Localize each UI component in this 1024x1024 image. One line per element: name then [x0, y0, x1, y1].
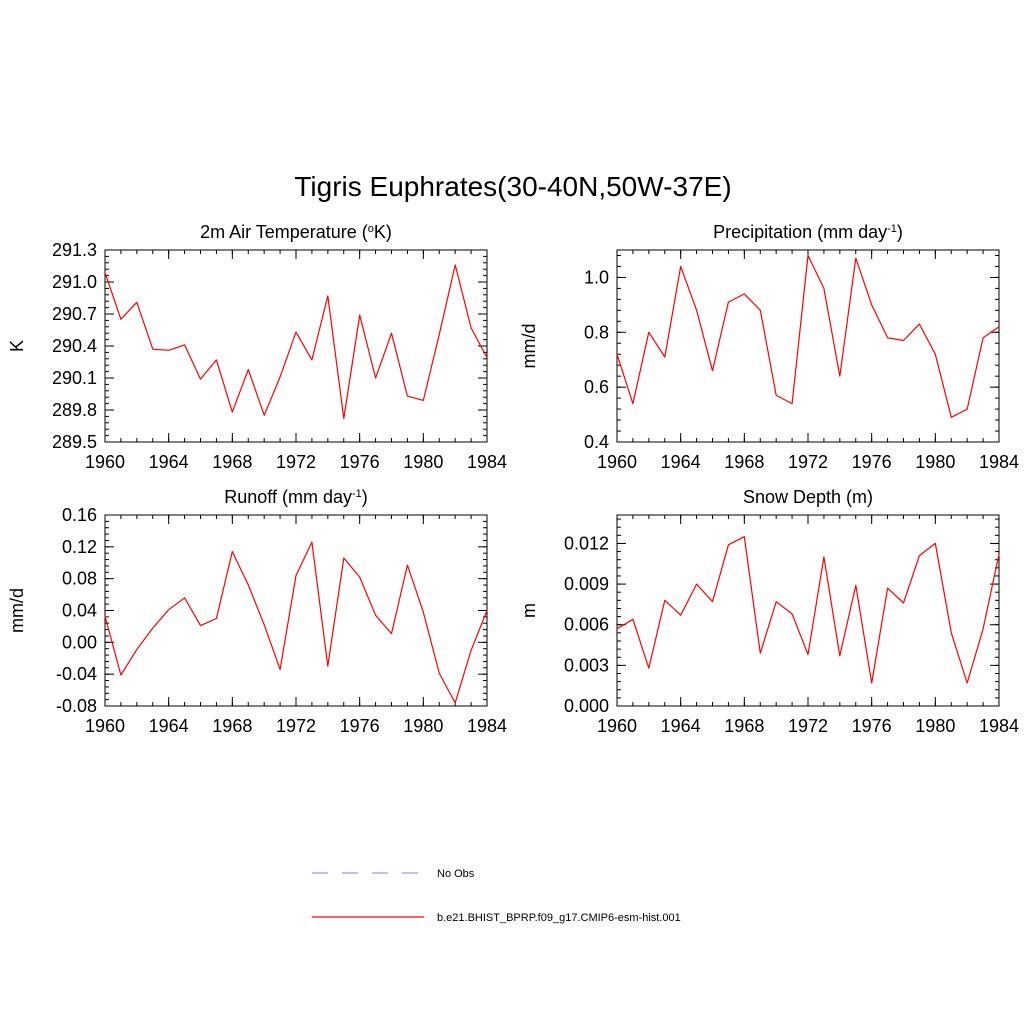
legend-label: b.e21.BHIST_BPRP.f09_g17.CMIP6-esm-hist.…	[437, 912, 681, 924]
x-tick-label: 1980	[403, 716, 443, 736]
x-tick-label: 1972	[276, 452, 316, 472]
y-tick-label: 0.8	[584, 322, 609, 342]
x-tick-label: 1984	[979, 716, 1019, 736]
panel-title: Snow Depth (m)	[743, 487, 873, 507]
plot-frame	[104, 514, 488, 707]
x-tick-label: 1968	[724, 716, 764, 736]
y-tick-label: 289.5	[52, 432, 97, 452]
y-axis-label: K	[7, 340, 27, 352]
x-tick-label: 1968	[212, 716, 252, 736]
y-tick-label: 1.0	[584, 267, 609, 287]
panel-title-end: )	[362, 487, 368, 507]
panel-1: 2m Air Temperature (oK) K 1960 1964 1968 1972…	[7, 222, 507, 472]
y-tick-label: 291.3	[52, 240, 97, 260]
panel-title-superscript: -1	[887, 223, 897, 235]
x-tick-label: 1980	[403, 452, 443, 472]
panel-title-end: K)	[374, 222, 392, 242]
x-tick-label: 1964	[149, 452, 189, 472]
x-tick-label: 1980	[915, 452, 955, 472]
y-tick-label: 290.7	[52, 304, 97, 324]
y-tick-label: 290.1	[52, 368, 97, 388]
panel-title: 2m Air Temperature (oK)	[200, 222, 392, 242]
legend-label: No Obs	[437, 868, 475, 880]
x-tick-label: 1976	[852, 716, 892, 736]
x-tick-label: 1984	[467, 452, 507, 472]
x-tick-label: 1960	[85, 452, 125, 472]
x-tick-label: 1972	[788, 716, 828, 736]
panel-title-text: 2m Air Temperature (	[200, 222, 368, 242]
panels: 2m Air Temperature (oK) K 1960 1964 1968 1972…	[7, 222, 1019, 736]
x-tick-label: 1976	[852, 452, 892, 472]
x-tick-label: 1976	[340, 452, 380, 472]
x-tick-label: 1968	[212, 452, 252, 472]
y-tick-label: 0.00	[62, 632, 97, 652]
y-tick-label: 0.000	[564, 696, 609, 716]
panel-3: Runoff (mm day-1) mm/d 1960 1964 1968 1972 197…	[7, 487, 507, 736]
panel-title: Precipitation (mm day-1)	[713, 222, 903, 242]
y-tick-label: 0.04	[62, 601, 97, 621]
legend-item-1: No Obs	[312, 868, 475, 880]
plot-frame	[104, 249, 488, 443]
x-tick-label: 1964	[661, 716, 701, 736]
x-tick-label: 1984	[979, 452, 1019, 472]
plot-frame	[616, 249, 1000, 443]
x-tick-label: 1960	[597, 452, 637, 472]
legend-item-2: b.e21.BHIST_BPRP.f09_g17.CMIP6-esm-hist.…	[312, 912, 681, 924]
y-axis-label: m	[519, 603, 539, 618]
y-tick-label: -0.08	[56, 696, 97, 716]
y-tick-label: 0.12	[62, 537, 97, 557]
x-tick-label: 1960	[597, 716, 637, 736]
y-axis-label: mm/d	[7, 588, 27, 633]
series-line	[616, 254, 1000, 418]
y-tick-label: 291.0	[52, 272, 97, 292]
panel-2: Precipitation (mm day-1) mm/d 1960 1964 1968…	[519, 222, 1019, 472]
x-tick-label: 1964	[149, 716, 189, 736]
panel-title: Runoff (mm day-1)	[224, 487, 368, 507]
y-axis-label: mm/d	[519, 324, 539, 369]
y-tick-label: -0.04	[56, 664, 97, 684]
series-line	[616, 536, 1000, 684]
panel-title-text: Precipitation (mm day	[713, 222, 887, 242]
panel-title-end: )	[897, 222, 903, 242]
y-tick-label: 289.8	[52, 400, 97, 420]
legend: No Obs b.e21.BHIST_BPRP.f09_g17.CMIP6-esm…	[312, 868, 681, 924]
x-tick-label: 1984	[467, 716, 507, 736]
panel-title-text: Snow Depth (m)	[743, 487, 873, 507]
y-tick-label: 0.009	[564, 574, 609, 594]
plot-frame	[616, 514, 1000, 707]
x-tick-label: 1968	[724, 452, 764, 472]
figure-title: Tigris Euphrates(30-40N,50W-37E)	[294, 171, 731, 202]
x-tick-label: 1964	[661, 452, 701, 472]
panel-4: Snow Depth (m) m 1960 1964 1968 1972 1976 1980 1…	[519, 487, 1019, 736]
y-tick-label: 0.012	[564, 533, 609, 553]
x-tick-label: 1972	[788, 452, 828, 472]
series-line	[104, 541, 488, 704]
x-tick-label: 1960	[85, 716, 125, 736]
y-tick-label: 0.006	[564, 615, 609, 635]
y-tick-label: 0.003	[564, 655, 609, 675]
y-tick-label: 290.4	[52, 336, 97, 356]
y-tick-label: 0.08	[62, 569, 97, 589]
panel-title-superscript: o	[368, 223, 374, 235]
panel-title-superscript: -1	[352, 488, 362, 500]
panel-title-text: Runoff (mm day	[224, 487, 352, 507]
y-tick-label: 0.4	[584, 432, 609, 452]
x-tick-label: 1980	[915, 716, 955, 736]
series-line	[104, 264, 488, 420]
y-tick-label: 0.16	[62, 505, 97, 525]
x-tick-label: 1972	[276, 716, 316, 736]
y-tick-label: 0.6	[584, 377, 609, 397]
x-tick-label: 1976	[340, 716, 380, 736]
